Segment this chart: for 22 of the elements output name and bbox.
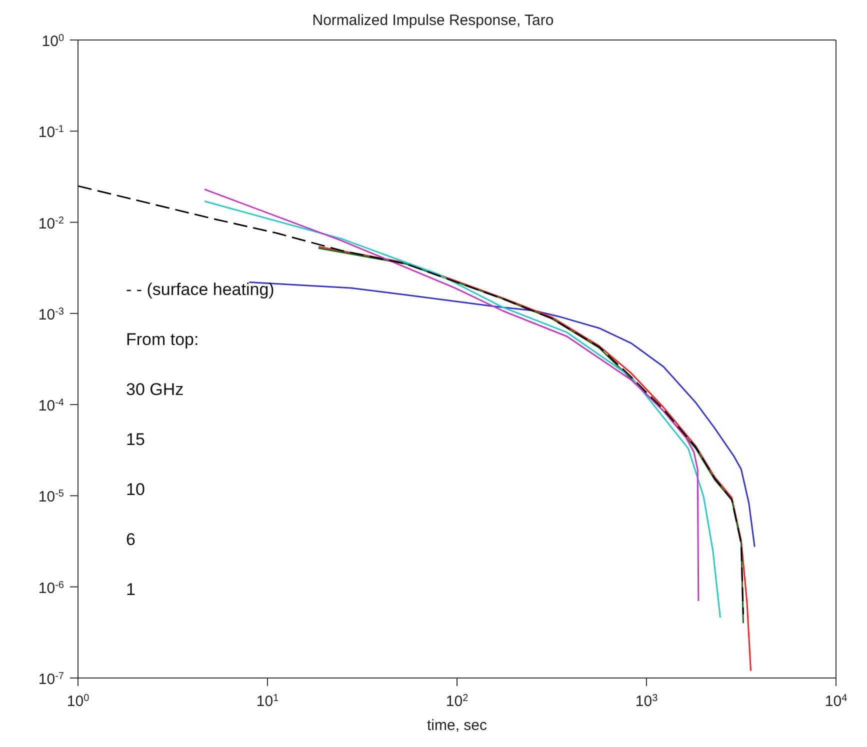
y-tick-label: 10$^{-1}$	[38, 124, 64, 142]
chart-title: Normalized Impulse Response, Taro	[311, 12, 555, 29]
y-tick-label: 10$^{-4}$	[38, 397, 64, 415]
annotation: 6	[126, 530, 136, 550]
y-tick-label: 10$^{-6}$	[38, 579, 64, 597]
y-tick-label: 10$^{0}$	[42, 32, 64, 50]
y-tick-label: 10$^{-5}$	[38, 488, 64, 506]
x-axis-title: time, sec	[426, 717, 488, 734]
x-tick-label: 10$^{4}$	[824, 692, 848, 710]
annotation: 10	[126, 480, 145, 500]
y-tick-label: 10$^{-7}$	[38, 670, 64, 688]
y-tick-label: 10$^{-2}$	[38, 214, 64, 232]
x-tick-label: 10$^{0}$	[66, 692, 90, 710]
y-tick-label: 10$^{-3}$	[38, 306, 64, 324]
annotation: From top:	[126, 330, 199, 350]
annotation: 30 GHz	[126, 380, 184, 400]
annotation: 1	[126, 580, 136, 600]
x-tick-label: 10$^{3}$	[635, 692, 658, 710]
annotation: 15	[126, 430, 145, 450]
x-tick-label: 10$^{2}$	[446, 692, 469, 710]
annotation: - - (surface heating)	[126, 280, 274, 300]
x-tick-label: 10$^{1}$	[256, 692, 280, 710]
